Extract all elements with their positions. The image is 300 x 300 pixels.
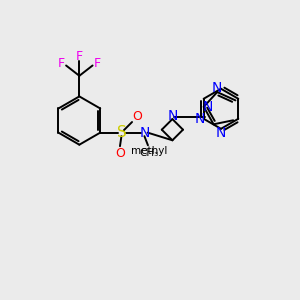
Text: O: O	[115, 147, 125, 160]
Text: CH₃: CH₃	[139, 148, 158, 158]
Text: F: F	[76, 50, 83, 63]
Text: N: N	[212, 81, 222, 95]
Text: N: N	[216, 126, 226, 140]
Text: S: S	[117, 125, 126, 140]
Text: N: N	[203, 100, 213, 114]
Text: N: N	[139, 126, 150, 140]
Text: N: N	[167, 109, 178, 122]
Text: F: F	[93, 57, 100, 70]
Text: methyl: methyl	[131, 146, 168, 157]
Text: F: F	[58, 57, 65, 70]
Text: O: O	[132, 110, 142, 123]
Text: methyl: methyl	[150, 151, 155, 152]
Text: N: N	[194, 112, 205, 126]
